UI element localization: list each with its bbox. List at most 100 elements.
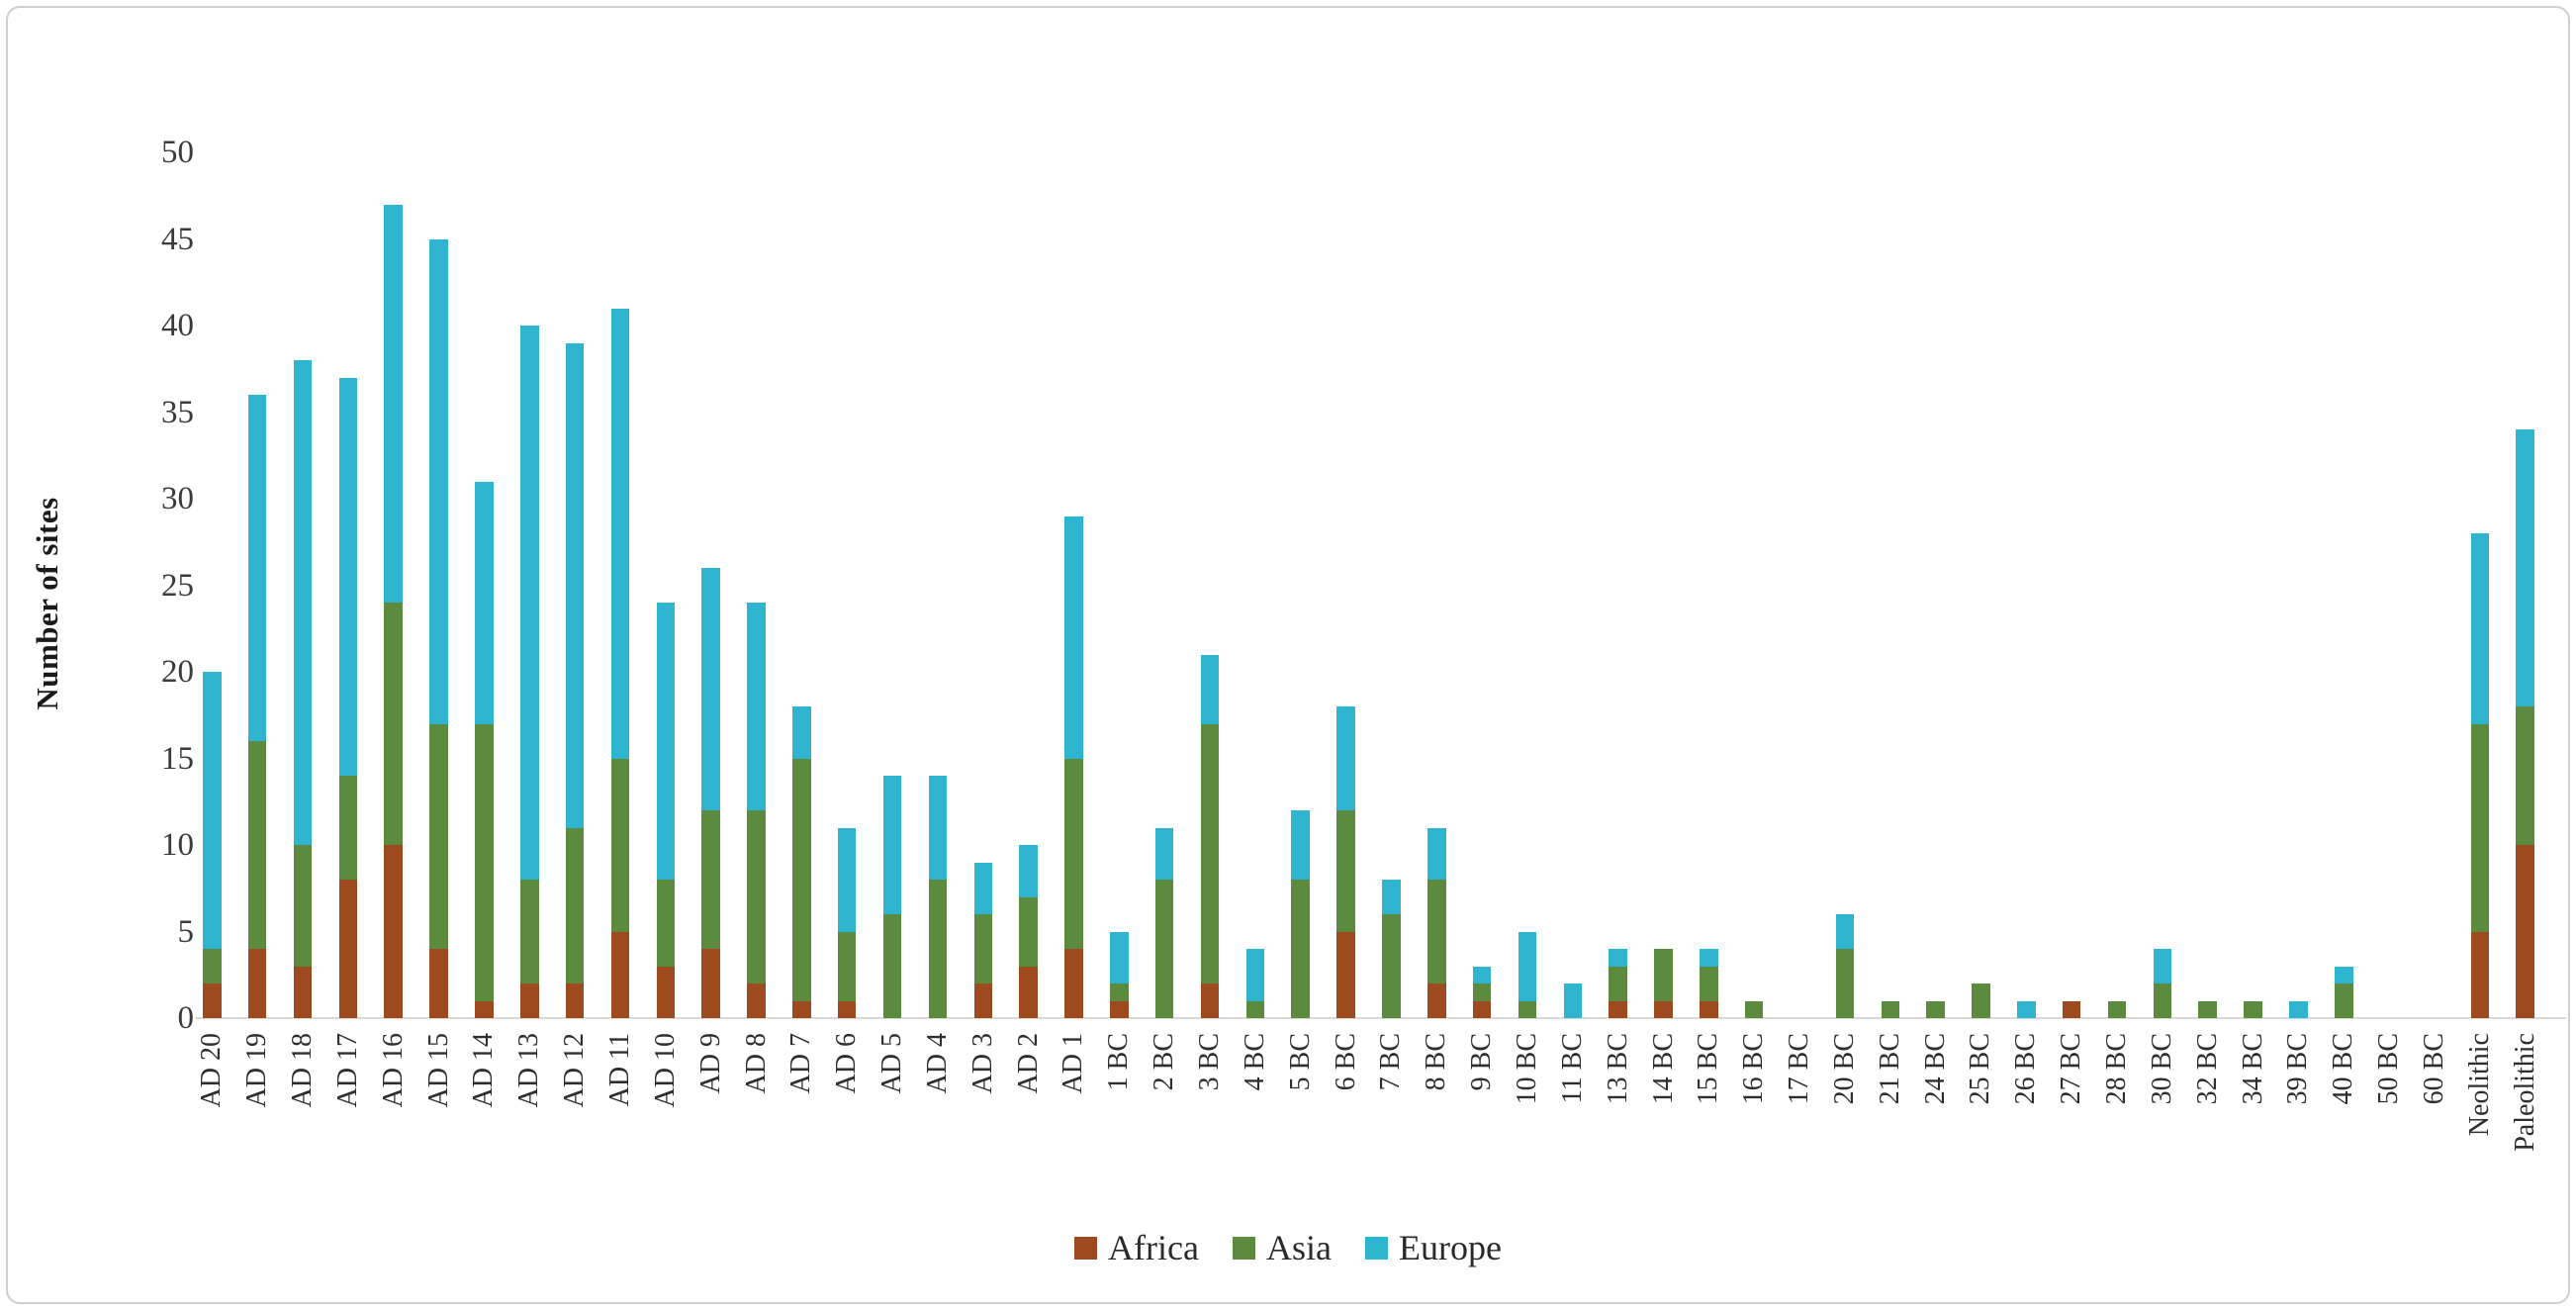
segment-asia [1291, 880, 1310, 1018]
x-axis-line [196, 1017, 2566, 1019]
legend-label-asia: Asia [1265, 1228, 1332, 1267]
segment-europe [1472, 966, 1492, 983]
segment-asia [203, 949, 222, 983]
segment-africa [610, 931, 630, 1018]
bar-14-bc [1654, 949, 1673, 1018]
x-label-15-bc: 15 BC [1693, 1033, 1724, 1105]
bar-ad-4 [928, 776, 948, 1018]
segment-europe [1245, 949, 1264, 1001]
x-label-ad-4: AD 4 [921, 1033, 953, 1094]
segment-asia [1154, 880, 1174, 1018]
segment-europe [1200, 654, 1220, 724]
x-label-34-bc: 34 BC [2237, 1033, 2268, 1105]
segment-europe [747, 603, 766, 810]
x-label-10-bc: 10 BC [1511, 1033, 1542, 1105]
segment-asia [247, 741, 267, 949]
segment-europe [1110, 931, 1129, 983]
segment-europe [247, 395, 267, 741]
y-tick-label-0: 0 [177, 1000, 195, 1036]
segment-africa [747, 983, 766, 1018]
bar-ad-3 [973, 862, 992, 1018]
segment-asia [2198, 1000, 2217, 1018]
segment-europe [882, 776, 902, 914]
segment-africa [701, 949, 720, 1018]
segment-europe [1700, 949, 1718, 967]
x-label-ad-16: AD 16 [377, 1033, 409, 1108]
segment-africa [1336, 931, 1355, 1018]
x-label-40-bc: 40 BC [2328, 1033, 2359, 1105]
segment-asia [792, 758, 811, 1001]
x-label-ad-14: AD 14 [468, 1033, 500, 1108]
segment-asia [1654, 949, 1673, 1001]
bar-11-bc [1563, 983, 1582, 1018]
x-label-14-bc: 14 BC [1647, 1033, 1679, 1105]
legend-label-africa: Africa [1108, 1228, 1199, 1267]
x-label-paleolithic: Paleolithic [2509, 1033, 2540, 1152]
bar-6-bc [1336, 706, 1355, 1018]
bar-28-bc [2107, 1000, 2127, 1018]
bar-ad-5 [882, 776, 902, 1018]
segment-asia [656, 880, 675, 967]
segment-europe [1336, 706, 1355, 810]
segment-europe [384, 204, 403, 603]
x-label-ad-10: AD 10 [649, 1033, 681, 1108]
bar-ad-14 [475, 481, 494, 1018]
segment-africa [1110, 1000, 1129, 1018]
x-label-25-bc: 25 BC [1965, 1033, 1996, 1105]
y-tick-label-20: 20 [161, 654, 194, 690]
segment-europe [1064, 515, 1083, 759]
bar-21-bc [1881, 1000, 1899, 1018]
segment-europe [1518, 931, 1537, 1001]
segment-africa [293, 966, 313, 1018]
x-label-ad-12: AD 12 [559, 1033, 590, 1108]
x-label-1-bc: 1 BC [1103, 1033, 1135, 1091]
segment-europe [565, 342, 585, 828]
bar-ad-9 [701, 568, 720, 1018]
segment-asia [1835, 949, 1855, 1018]
bar-ad-16 [384, 204, 403, 1018]
x-label-4-bc: 4 BC [1239, 1033, 1270, 1091]
segment-africa [2516, 845, 2534, 1018]
bar-34-bc [2244, 1000, 2262, 1018]
bar-9-bc [1472, 966, 1492, 1018]
x-label-26-bc: 26 BC [2010, 1033, 2042, 1105]
segment-asia [1200, 723, 1220, 983]
x-label-ad-5: AD 5 [876, 1033, 907, 1094]
segment-asia [2516, 706, 2534, 845]
segment-africa [1064, 949, 1083, 1018]
segment-europe [520, 326, 539, 880]
segment-asia [1064, 758, 1083, 949]
legend-item-asia: Asia [1232, 1228, 1332, 1267]
segment-africa [1427, 983, 1446, 1018]
segment-asia [2244, 1000, 2262, 1018]
x-label-3-bc: 3 BC [1194, 1033, 1225, 1091]
x-label-ad-7: AD 7 [785, 1033, 817, 1094]
segment-europe [1154, 827, 1174, 880]
bar-2-bc [1154, 827, 1174, 1018]
segment-africa [247, 949, 267, 1018]
segment-europe [2153, 949, 2172, 983]
bar-40-bc [2335, 966, 2353, 1018]
segment-europe [656, 603, 675, 880]
bar-26-bc [2017, 1000, 2036, 1018]
segment-africa [2062, 1000, 2081, 1018]
segment-asia [475, 723, 494, 1001]
segment-africa [565, 983, 585, 1018]
segment-europe [429, 238, 448, 724]
x-label-20-bc: 20 BC [1828, 1033, 1860, 1105]
segment-africa [1019, 966, 1038, 1018]
y-tick-label-40: 40 [161, 308, 194, 343]
y-tick-label-5: 5 [177, 913, 195, 950]
bar-ad-17 [338, 377, 358, 1018]
segment-asia [1110, 983, 1129, 1001]
bar-27-bc [2062, 1000, 2081, 1018]
bar-20-bc [1835, 914, 1855, 1018]
segment-asia [384, 603, 403, 845]
x-label-ad-20: AD 20 [196, 1033, 228, 1108]
bar-32-bc [2198, 1000, 2217, 1018]
bar-ad-8 [747, 603, 766, 1018]
x-label-2-bc: 2 BC [1149, 1033, 1180, 1091]
segment-asia [2107, 1000, 2127, 1018]
x-label-17-bc: 17 BC [1784, 1033, 1814, 1105]
segment-africa [2470, 931, 2489, 1018]
